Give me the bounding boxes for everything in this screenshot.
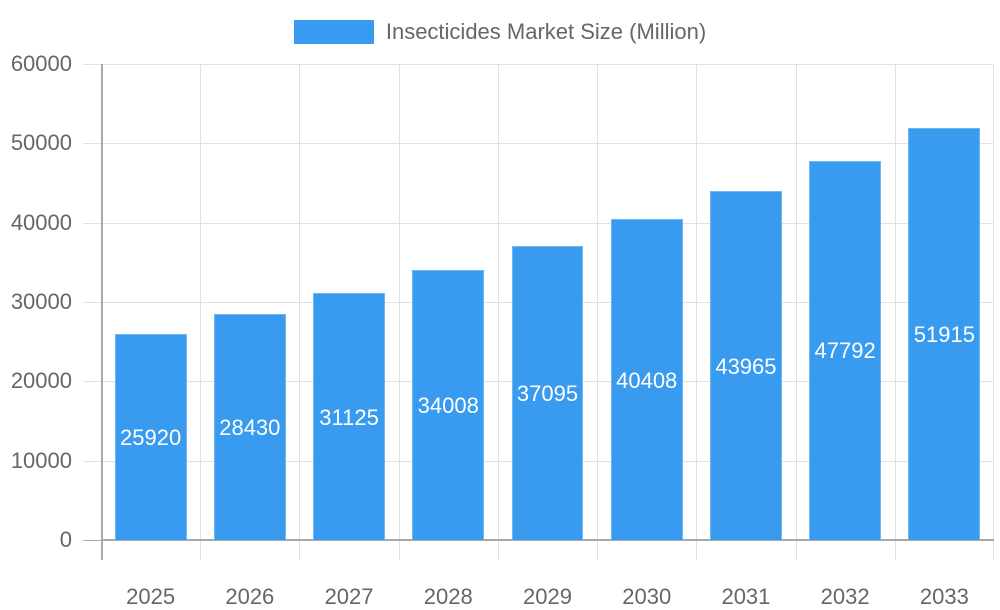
gridline-vertical (399, 64, 400, 560)
gridline-vertical (200, 64, 201, 560)
bar-value-label: 31125 (319, 404, 379, 430)
x-axis-line (101, 539, 994, 541)
legend-swatch[interactable] (293, 20, 374, 44)
x-axis-tick-label: 2032 (820, 584, 870, 609)
x-axis-tick-label: 2029 (523, 584, 572, 609)
chart-legend: Insecticides Market Size (Million) (0, 19, 1000, 45)
bar-value-label: 34008 (417, 393, 479, 419)
plot-area: 0 10000 20000 30000 40000 50000 60000 25920 2025… (11, 51, 994, 609)
y-axis-tick-label: 0 (59, 527, 72, 552)
gridline-horizontal (83, 143, 994, 144)
gridline-vertical (993, 64, 994, 560)
bar-2031[interactable]: 43965 (709, 191, 782, 540)
gridline-vertical (597, 64, 598, 560)
y-axis-tick-label: 60000 (10, 51, 72, 76)
bar-value-label: 51915 (913, 322, 975, 348)
gridline-vertical (796, 64, 797, 560)
bar-value-label: 28430 (219, 415, 281, 441)
x-axis-tick-label: 2028 (423, 584, 473, 609)
x-axis-tick-label: 2031 (721, 584, 771, 609)
legend-label: Insecticides Market Size (Million) (385, 19, 707, 44)
bar-2032[interactable]: 47792 (809, 160, 882, 540)
x-axis-tick-label: 2026 (225, 584, 275, 609)
bar-2029[interactable]: 37095 (511, 245, 584, 540)
bar-2025[interactable]: 25920 (114, 334, 187, 540)
gridline-horizontal (83, 223, 994, 224)
y-axis-tick-label: 50000 (10, 130, 72, 156)
bar-value-label: 37095 (516, 380, 579, 406)
gridline-vertical (299, 64, 300, 560)
x-axis-tick-label: 2027 (324, 584, 374, 609)
gridline-vertical (498, 64, 499, 560)
y-tick-mark (83, 540, 101, 541)
bar-2026[interactable]: 28430 (213, 314, 286, 540)
bar-value-label: 43965 (715, 353, 777, 379)
bar-2030[interactable]: 40408 (610, 219, 683, 540)
bar-2033[interactable]: 51915 (908, 128, 981, 540)
y-axis-tick-label: 10000 (10, 447, 72, 473)
y-axis-tick-label: 30000 (10, 289, 72, 314)
bar-2028[interactable]: 34008 (412, 270, 485, 540)
x-axis-tick-label: 2025 (126, 584, 176, 609)
gridline-horizontal (83, 64, 994, 65)
bar-value-label: 47792 (814, 338, 876, 364)
y-axis-tick-label: 40000 (10, 209, 72, 235)
bar-2027[interactable]: 31125 (313, 293, 385, 540)
x-axis-tick-label: 2033 (919, 584, 969, 609)
x-axis-tick-label: 2030 (622, 584, 672, 609)
y-axis-tick-label: 20000 (10, 368, 72, 394)
y-axis-line (101, 64, 103, 560)
bar-value-label: 40408 (616, 367, 678, 393)
gridline-vertical (895, 64, 896, 560)
bar-value-label: 25920 (120, 425, 182, 451)
gridline-vertical (696, 64, 697, 560)
